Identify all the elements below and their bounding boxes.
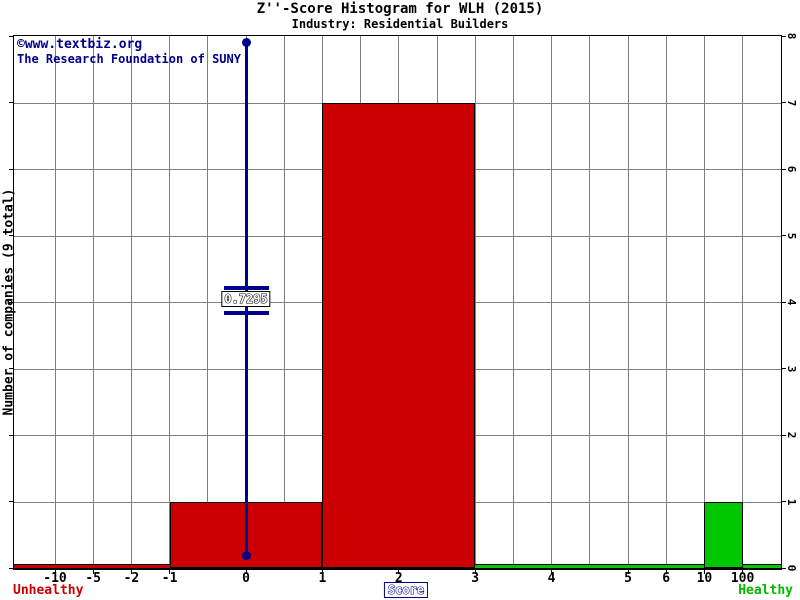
y-tick-mark-left xyxy=(9,102,13,103)
watermark-line1: ©www.textbiz.org xyxy=(17,37,143,52)
x-tick-mark xyxy=(92,570,94,574)
x-tick-mark xyxy=(742,570,744,574)
y-tick-mark-right xyxy=(782,567,786,569)
score-marker-value-label: 0.7295 xyxy=(221,291,271,307)
x-tick-mark xyxy=(703,570,705,574)
x-tick-label: 0 xyxy=(242,571,250,586)
x-tick-mark xyxy=(169,570,171,574)
chart-subtitle: Industry: Residential Builders xyxy=(291,17,509,31)
x-tick-mark xyxy=(321,570,323,574)
x-tick-label: 10 xyxy=(696,571,713,586)
y-tick-mark-left xyxy=(9,501,13,502)
score-marker-bottom-cap xyxy=(241,551,251,560)
x-tick-mark xyxy=(130,570,132,574)
x-tick-label: -1 xyxy=(161,571,178,586)
x-tick-label: 6 xyxy=(662,571,671,586)
x-tick-label: 5 xyxy=(624,571,632,586)
y-tick-mark-left xyxy=(9,301,13,303)
unhealthy-zone-strip xyxy=(14,564,170,568)
y-axis-title: Number of companies (9 total) xyxy=(1,188,17,416)
x-tick-mark xyxy=(245,570,247,574)
x-tick-label: -2 xyxy=(123,571,140,586)
unhealthy-zone-label: Unhealthy xyxy=(13,583,84,598)
score-marker-crossbar-bottom xyxy=(223,311,269,315)
x-tick-label: 100 xyxy=(730,571,755,586)
score-marker-top-cap xyxy=(241,38,251,47)
y-tick-mark-right xyxy=(782,168,786,170)
y-tick-mark-left xyxy=(9,567,13,569)
histogram-bar xyxy=(704,501,743,568)
y-tick-mark-right xyxy=(782,301,786,303)
x-tick-mark xyxy=(551,570,553,574)
score-marker-crossbar-top xyxy=(223,286,269,290)
x-tick-mark xyxy=(627,570,629,574)
y-tick-mark-right xyxy=(782,501,786,502)
healthy-zone-label: Healthy xyxy=(738,583,793,598)
y-tick-mark-right xyxy=(782,368,786,369)
x-tick-label: 2 xyxy=(394,571,403,586)
histogram-bar xyxy=(322,102,476,568)
x-tick-mark xyxy=(54,570,56,574)
x-tick-mark xyxy=(474,570,476,574)
x-axis-label: Score xyxy=(383,582,429,598)
y-tick-mark-right xyxy=(782,102,786,103)
watermark-line2: The Research Foundation of SUNY xyxy=(17,52,241,66)
x-tick-label: 3 xyxy=(471,571,480,586)
y-tick-mark-left xyxy=(9,35,13,37)
y-tick-mark-right xyxy=(782,235,786,236)
y-tick-mark-right xyxy=(782,434,786,436)
healthy-zone-strip xyxy=(475,564,781,568)
x-tick-label: 1 xyxy=(318,571,327,586)
plot-area: ©www.textbiz.org The Research Foundation… xyxy=(13,35,782,570)
y-tick-mark-left xyxy=(9,368,13,369)
x-tick-label: -10 xyxy=(43,571,67,586)
y-tick-mark-right xyxy=(782,35,786,37)
x-tick-label: -5 xyxy=(85,571,102,586)
chart-title: Z''-Score Histogram for WLH (2015) xyxy=(256,1,544,17)
y-tick-mark-left xyxy=(9,235,13,236)
y-tick-mark-left xyxy=(9,168,13,170)
y-tick-mark-left xyxy=(9,434,13,436)
x-tick-mark xyxy=(665,570,667,574)
x-tick-mark xyxy=(398,570,400,574)
x-tick-label: 4 xyxy=(547,571,556,586)
